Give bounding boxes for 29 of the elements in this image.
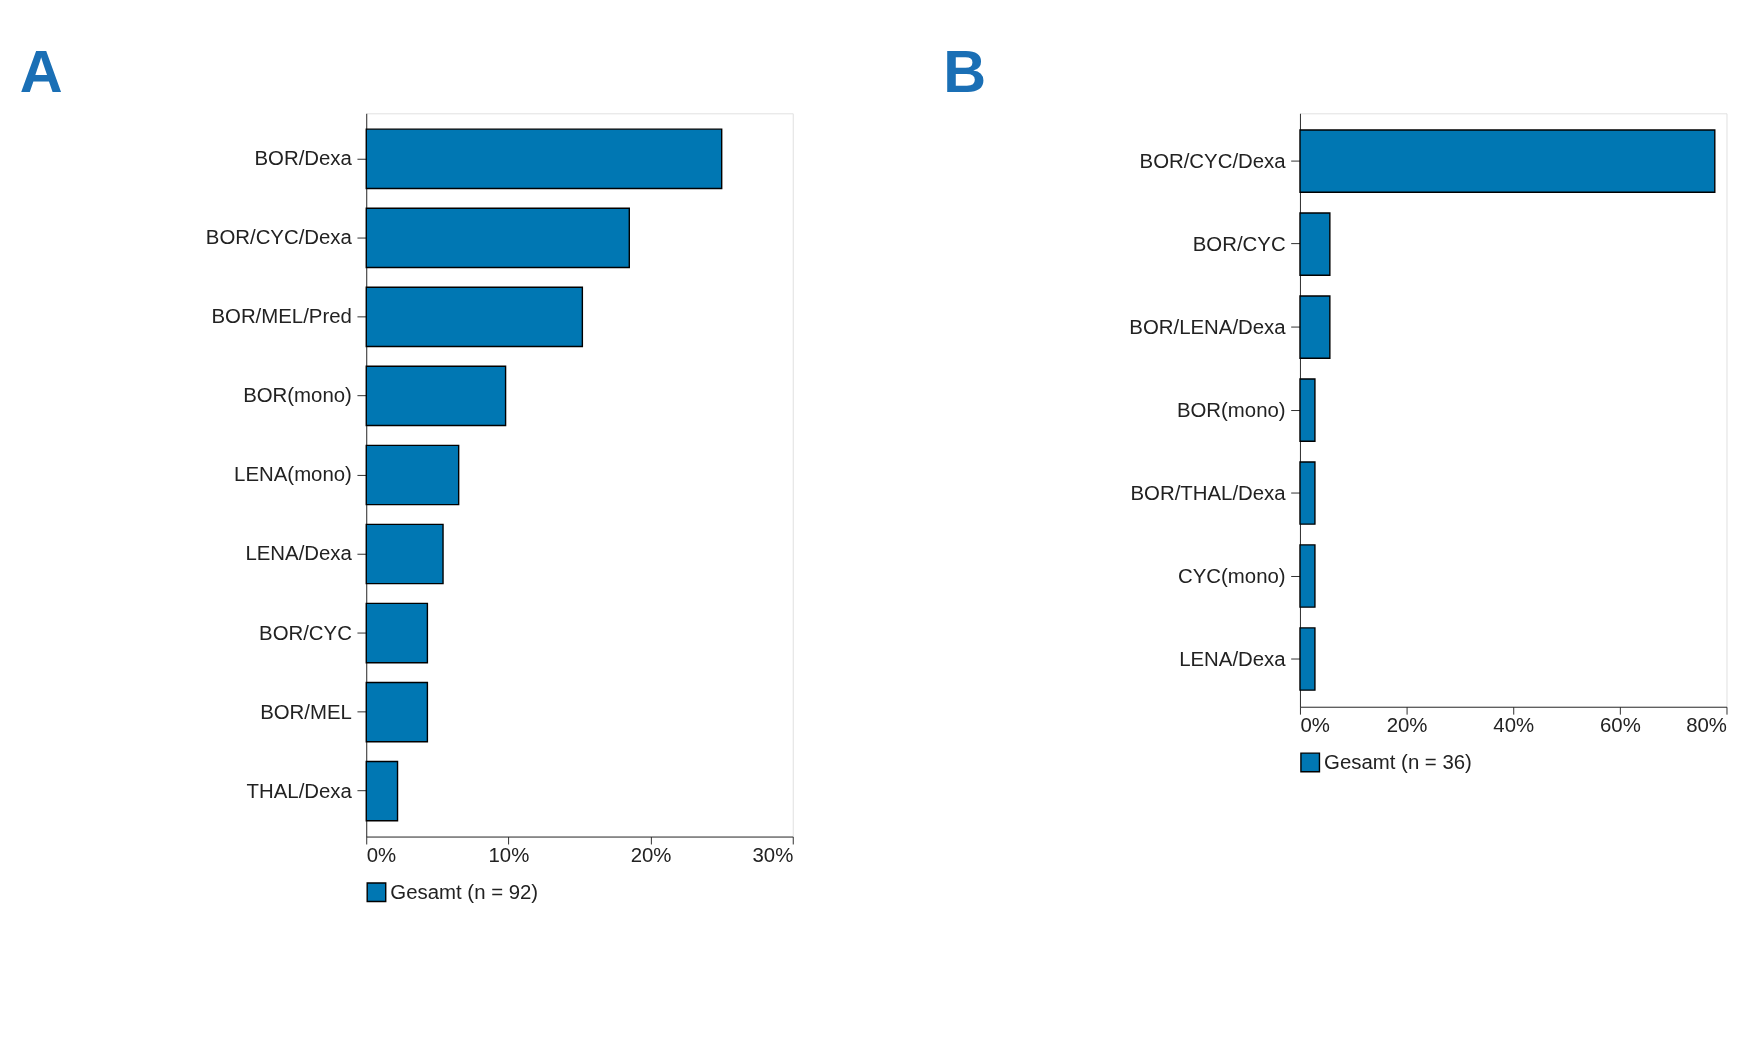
x-tick-label: 30% xyxy=(752,844,794,867)
legend-label: Gesamt (n = 92) xyxy=(390,880,539,903)
y-tick-label: BOR/CYC/Dexa xyxy=(1139,149,1287,172)
y-tick-label: BOR/CYC/Dexa xyxy=(205,226,353,249)
y-tick-label: BOR(mono) xyxy=(243,384,352,407)
y-tick-label: LENA/Dexa xyxy=(1179,647,1287,670)
legend-label: Gesamt (n = 36) xyxy=(1324,750,1472,773)
chart-title: B xyxy=(943,38,987,106)
y-tick-label: THAL/Dexa xyxy=(246,779,353,802)
x-tick-label: 40% xyxy=(1493,714,1535,737)
y-tick-label: BOR/MEL xyxy=(260,700,352,723)
y-tick-label: BOR/CYC xyxy=(259,621,352,644)
x-tick-label: 0% xyxy=(366,844,397,867)
x-tick-label: 20% xyxy=(630,844,672,867)
x-tick-label: 10% xyxy=(488,844,530,867)
y-tick-label: BOR/LENA/Dexa xyxy=(1129,315,1287,338)
y-tick-label: LENA(mono) xyxy=(234,463,352,486)
y-tick-label: BOR/Dexa xyxy=(254,147,353,170)
y-tick-label: BOR/THAL/Dexa xyxy=(1130,481,1287,504)
y-tick-label: BOR(mono) xyxy=(1176,398,1286,421)
chart-title: A xyxy=(19,38,63,106)
x-tick-label: 60% xyxy=(1599,714,1641,737)
x-tick-label: 0% xyxy=(1300,714,1330,737)
y-tick-label: LENA/Dexa xyxy=(245,542,353,565)
y-tick-label: BOR/CYC xyxy=(1192,232,1286,255)
y-tick-label: BOR/MEL/Pred xyxy=(211,305,352,328)
y-tick-label: CYC(mono) xyxy=(1178,564,1286,587)
x-tick-label: 20% xyxy=(1386,714,1428,737)
x-tick-label: 80% xyxy=(1686,714,1727,737)
